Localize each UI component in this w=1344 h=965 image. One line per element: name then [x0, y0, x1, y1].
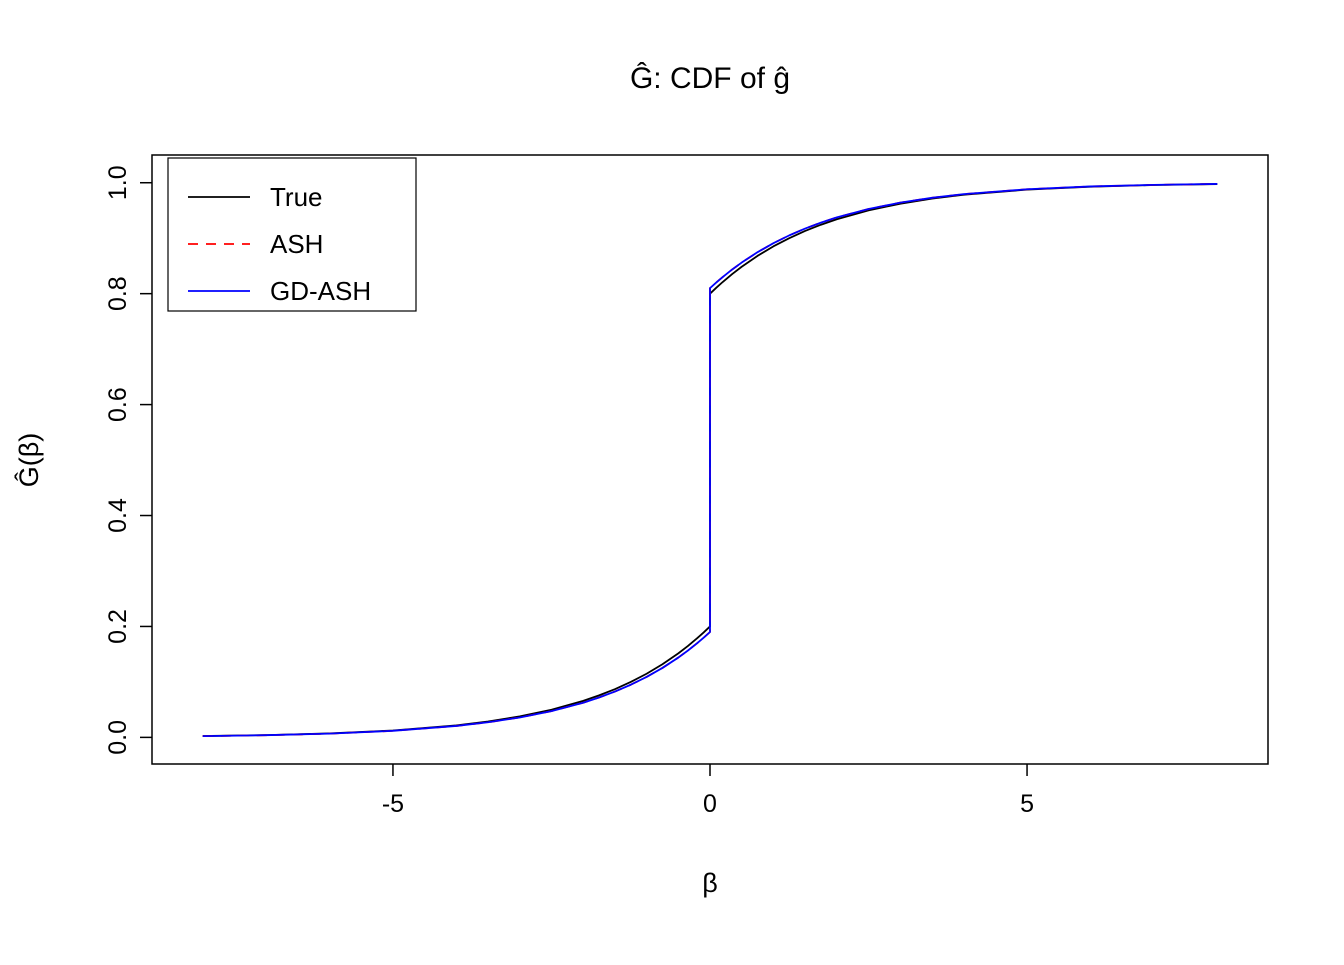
legend-box — [167, 157, 417, 312]
legend-entry-label: GD-ASH — [270, 276, 371, 306]
y-tick-label: 0.6 — [104, 387, 132, 422]
legend-entry-label: True — [270, 182, 323, 212]
y-tick-label: 0.4 — [104, 498, 132, 533]
legend-entry-label: ASH — [270, 229, 323, 259]
x-axis-label: β — [702, 868, 718, 898]
series-line-gd-ash — [202, 183, 1218, 738]
y-tick-label: 1.0 — [104, 165, 132, 200]
x-axis: -5 0 5 — [382, 764, 1034, 818]
y-tick-label: 0.2 — [104, 609, 132, 644]
series-group — [202, 183, 1218, 738]
y-tick-label: 0.0 — [104, 720, 132, 755]
x-tick-label: 0 — [703, 790, 717, 818]
plot-title: Ĝ: CDF of ĝ — [630, 61, 790, 95]
y-axis: 0.0 0.2 0.4 0.6 0.8 1.0 — [104, 165, 152, 755]
legend: True ASH GD-ASH — [167, 157, 417, 312]
x-tick-label: -5 — [382, 790, 404, 818]
y-axis-label: Ĝ(β) — [13, 433, 44, 488]
x-tick-label: 5 — [1020, 790, 1034, 818]
y-tick-label: 0.8 — [104, 276, 132, 311]
